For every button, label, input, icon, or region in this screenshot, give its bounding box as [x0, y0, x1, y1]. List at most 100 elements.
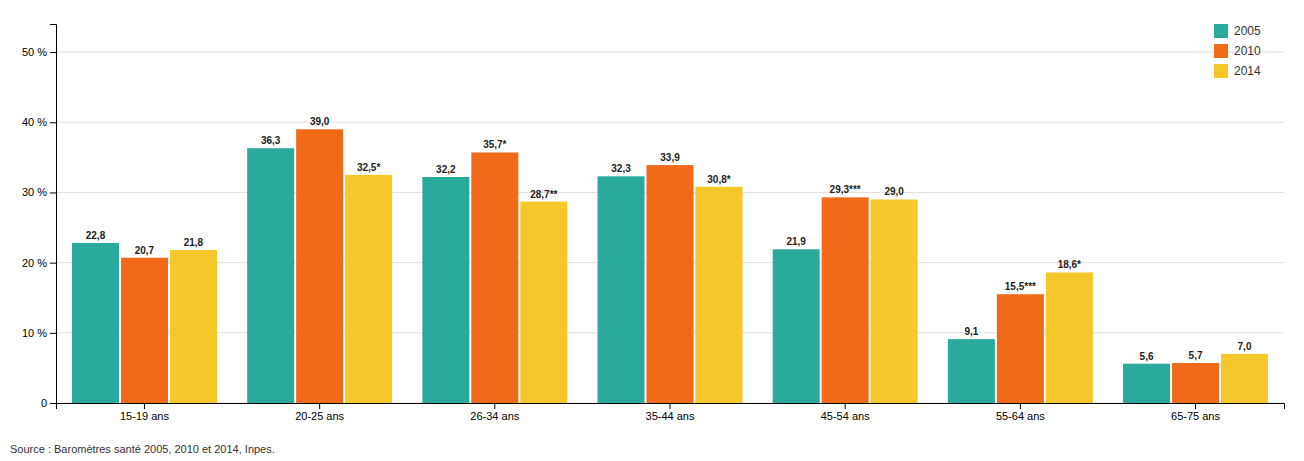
x-tick-label: 26-34 ans	[470, 410, 519, 422]
data-label: 21,9	[786, 236, 806, 247]
data-label: 32,5*	[357, 162, 380, 173]
y-tick-mark	[50, 192, 56, 193]
y-tick-label: 30 %	[22, 186, 47, 198]
x-tick: 15-19 ans	[120, 403, 169, 422]
bar	[871, 199, 918, 403]
bar	[773, 249, 820, 403]
y-axis: 010 %20 %30 %40 %50 %	[22, 25, 57, 410]
bar	[345, 175, 392, 403]
y-tick: 0	[41, 397, 56, 409]
bar	[121, 258, 168, 403]
data-label: 9,1	[964, 326, 978, 337]
data-label: 29,0	[884, 186, 904, 197]
bar	[422, 177, 469, 403]
data-label: 15,5***	[1005, 281, 1036, 292]
bar	[1046, 272, 1093, 403]
y-tick-label: 20 %	[22, 257, 47, 269]
y-tick: 40 %	[22, 116, 56, 128]
legend-label: 2010	[1234, 44, 1261, 58]
x-tick-mark	[1195, 403, 1196, 409]
x-tick: 35-44 ans	[646, 403, 695, 422]
grid-line	[56, 52, 1284, 53]
x-tick-mark	[845, 403, 846, 409]
bars	[72, 129, 1268, 403]
bar	[646, 165, 693, 403]
x-tick-label: 65-75 ans	[1171, 410, 1220, 422]
bar	[170, 250, 217, 403]
bar-series	[72, 148, 1170, 403]
x-axis-line	[57, 404, 1285, 410]
bar	[997, 294, 1044, 403]
y-tick-mark	[50, 263, 56, 264]
bar	[598, 176, 645, 403]
data-label: 22,8	[86, 230, 106, 241]
bar	[296, 129, 343, 403]
x-tick-label: 20-25 ans	[295, 410, 344, 422]
data-label: 33,9	[660, 152, 680, 163]
x-axis: 15-19 ans 20-25 ans 26-34 ans 35-44 ans 45-5…	[57, 403, 1285, 422]
bar	[520, 202, 567, 403]
x-tick-mark	[144, 403, 145, 409]
bar	[1172, 363, 1219, 403]
bar	[822, 197, 869, 403]
x-tick-mark	[1020, 403, 1021, 409]
bar	[247, 148, 294, 403]
bar-series	[121, 129, 1219, 403]
legend-item: 2005	[1214, 24, 1261, 38]
legend-item: 2010	[1214, 44, 1261, 58]
bar	[72, 243, 119, 403]
bar	[471, 152, 518, 403]
data-label: 39,0	[310, 116, 330, 127]
data-label: 32,2	[436, 164, 456, 175]
x-tick: 26-34 ans	[470, 403, 519, 422]
data-label: 35,7*	[483, 139, 506, 150]
legend-item: 2014	[1214, 64, 1261, 78]
grid	[56, 52, 1284, 403]
annotation: Source : Baromètres santé 2005, 2010 et …	[10, 443, 275, 455]
y-tick-mark	[50, 52, 56, 53]
legend-label: 2014	[1234, 64, 1261, 78]
legend-swatch	[1214, 64, 1228, 78]
data-label: 21,8	[184, 237, 204, 248]
legend-swatch	[1214, 44, 1228, 58]
x-tick-label: 15-19 ans	[120, 410, 169, 422]
data-label: 5,7	[1189, 350, 1203, 361]
data-label: 32,3	[611, 163, 631, 174]
legend: 2005 2010 2014	[1214, 24, 1261, 78]
y-tick-mark	[50, 403, 56, 404]
bar-series	[170, 175, 1268, 403]
bar	[1221, 354, 1268, 403]
y-tick: 10 %	[22, 327, 56, 339]
y-tick-label: 10 %	[22, 327, 47, 339]
legend-swatch	[1214, 24, 1228, 38]
y-tick: 30 %	[22, 186, 56, 198]
x-tick-label: 55-64 ans	[996, 410, 1045, 422]
x-tick-mark	[670, 403, 671, 409]
chart: 22,8 36,3 32,2 32,3 21,9 9,1 5,6 20,7 39,0 35,7* 3…	[0, 0, 1304, 461]
y-axis-line	[50, 25, 57, 404]
data-label: 20,7	[135, 245, 155, 256]
legend-label: 2005	[1234, 24, 1261, 38]
bar	[695, 187, 742, 403]
bar	[1123, 364, 1170, 403]
data-label: 5,6	[1140, 351, 1154, 362]
data-label: 29,3***	[830, 184, 861, 195]
x-tick-label: 45-54 ans	[821, 410, 870, 422]
bar	[948, 339, 995, 403]
y-tick-label: 40 %	[22, 116, 47, 128]
data-label: 28,7**	[530, 189, 557, 200]
x-tick: 20-25 ans	[295, 403, 344, 422]
data-label: 36,3	[261, 135, 281, 146]
data-label: 30,8*	[707, 174, 730, 185]
plot: 22,8 36,3 32,2 32,3 21,9 9,1 5,6 20,7 39,0 35,7* 3…	[22, 24, 1285, 422]
y-tick-label: 0	[41, 397, 47, 409]
data-label: 7,0	[1238, 341, 1252, 352]
x-tick: 45-54 ans	[821, 403, 870, 422]
x-tick-mark	[319, 403, 320, 409]
y-tick-mark	[50, 122, 56, 123]
x-tick-label: 35-44 ans	[646, 410, 695, 422]
data-label: 18,6*	[1058, 259, 1081, 270]
y-tick-mark	[50, 333, 56, 334]
x-tick-mark	[494, 403, 495, 409]
y-tick: 20 %	[22, 257, 56, 269]
